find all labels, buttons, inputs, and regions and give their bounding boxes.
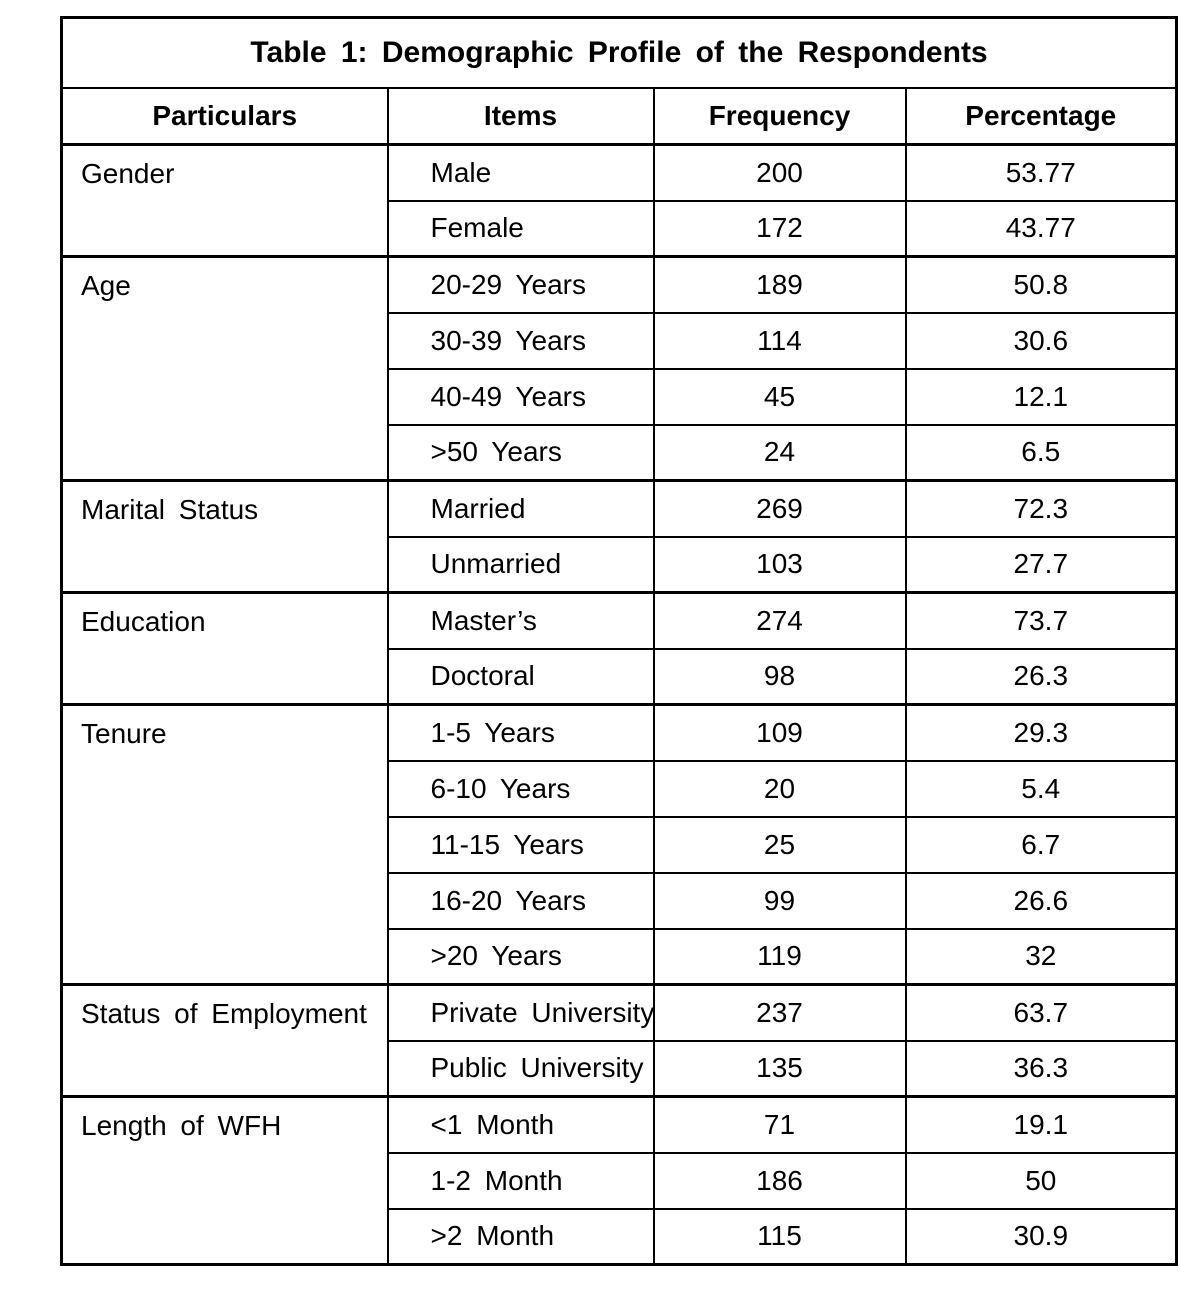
item-cell: 16-20 Years [386, 871, 654, 929]
table-row: 1-2 Month 186 50 [62, 1151, 1177, 1209]
demographic-table: Table 1: Demographic Profile of the Resp… [60, 16, 1179, 1266]
item-cell: >2 Month [386, 1207, 654, 1265]
frequency-cell: 25 [652, 815, 906, 873]
particular-cell: Education [61, 591, 388, 705]
frequency-cell: 119 [652, 927, 906, 985]
particular-cell: Age [61, 255, 388, 481]
frequency-cell: 103 [652, 535, 906, 593]
table-row: 40-49 Years 45 12.1 [62, 367, 1177, 425]
table-row: 11-15 Years 25 6.7 [62, 815, 1177, 873]
column-header-frequency: Frequency [652, 88, 906, 146]
particular-cell: Tenure [61, 703, 388, 985]
column-header-particulars: Particulars [61, 88, 388, 146]
table-row: Unmarried 103 27.7 [62, 535, 1177, 593]
table-body: Gender Male 200 53.77 Female 172 43.77 Age 20-29… [61, 144, 1177, 1265]
item-cell: 30-39 Years [386, 311, 654, 369]
percentage-cell: 50.8 [904, 255, 1177, 313]
item-cell: 1-2 Month [386, 1151, 654, 1209]
percentage-cell: 53.77 [904, 144, 1177, 201]
item-cell: Female [386, 199, 654, 257]
particular-cell: Length of WFH [61, 1095, 388, 1265]
frequency-cell: 200 [652, 144, 906, 201]
table-row: Age 20-29 Years 189 50.8 [61, 255, 1177, 481]
item-cell: >50 Years [386, 423, 654, 481]
title-row: Table 1: Demographic Profile of the Resp… [61, 17, 1177, 89]
percentage-cell: 30.6 [904, 311, 1177, 369]
item-cell: 6-10 Years [386, 759, 654, 817]
frequency-cell: 98 [652, 647, 906, 705]
item-cell: Unmarried [386, 535, 654, 593]
table-title: Table 1: Demographic Profile of the Resp… [61, 17, 1177, 89]
frequency-cell: 109 [652, 703, 906, 761]
item-cell: >20 Years [386, 927, 654, 985]
frequency-cell: 135 [652, 1039, 906, 1097]
table-row: >50 Years 24 6.5 [62, 423, 1177, 481]
frequency-cell: 20 [652, 759, 906, 817]
frequency-cell: 114 [652, 311, 906, 369]
frequency-cell: 71 [652, 1095, 906, 1153]
percentage-cell: 6.7 [904, 815, 1177, 873]
table-row: 16-20 Years 99 26.6 [62, 871, 1177, 929]
percentage-cell: 50 [904, 1151, 1177, 1209]
frequency-cell: 115 [652, 1207, 906, 1265]
table-row: Gender Male 200 53.77 [62, 144, 1177, 201]
frequency-cell: 45 [652, 367, 906, 425]
item-cell: 1-5 Years [386, 703, 654, 761]
percentage-cell: 12.1 [904, 367, 1177, 425]
percentage-cell: 26.3 [904, 647, 1177, 705]
particular-cell: Marital Status [61, 479, 388, 593]
percentage-cell: 5.4 [904, 759, 1177, 817]
frequency-cell: 269 [652, 479, 906, 537]
item-cell: Private University [386, 983, 654, 1041]
table-row: Marital Status Married 269 72.3 [61, 479, 1177, 593]
percentage-cell: 27.7 [904, 535, 1177, 593]
item-cell: Married [386, 479, 654, 537]
item-cell: Doctoral [386, 647, 654, 705]
percentage-cell: 32 [904, 927, 1177, 985]
item-cell: <1 Month [386, 1095, 654, 1153]
table-row: Length of WFH <1 Month 71 19.1 [61, 1095, 1177, 1265]
frequency-cell: 172 [652, 199, 906, 257]
percentage-cell: 19.1 [904, 1095, 1177, 1153]
frequency-cell: 24 [652, 423, 906, 481]
table-row: Female 172 43.77 [62, 199, 1177, 257]
table-row: Public University 135 36.3 [62, 1039, 1177, 1097]
percentage-cell: 36.3 [904, 1039, 1177, 1097]
percentage-cell: 30.9 [904, 1207, 1177, 1265]
item-cell: Male [386, 144, 654, 201]
frequency-cell: 189 [652, 255, 906, 313]
frequency-cell: 186 [652, 1151, 906, 1209]
table-row: Status of Employment Private University 23… [61, 983, 1177, 1097]
column-header-percentage: Percentage [904, 88, 1177, 146]
table-row: Education Master’s 274 73.7 [61, 591, 1177, 705]
table-row: Doctoral 98 26.3 [62, 647, 1177, 705]
column-header-items: Items [386, 88, 654, 146]
percentage-cell: 43.77 [904, 199, 1177, 257]
item-cell: Public University [386, 1039, 654, 1097]
percentage-cell: 29.3 [904, 703, 1177, 761]
table-row: >20 Years 119 32 [62, 927, 1177, 985]
table-row: 30-39 Years 114 30.6 [62, 311, 1177, 369]
frequency-cell: 237 [652, 983, 906, 1041]
frequency-cell: 274 [652, 591, 906, 649]
percentage-cell: 26.6 [904, 871, 1177, 929]
table-row: >2 Month 115 30.9 [62, 1207, 1177, 1265]
percentage-cell: 73.7 [904, 591, 1177, 649]
percentage-cell: 72.3 [904, 479, 1177, 537]
item-cell: 20-29 Years [386, 255, 654, 313]
item-cell: Master’s [386, 591, 654, 649]
particular-cell: Gender [81, 158, 175, 189]
particular-cell: Status of Employment [61, 983, 388, 1097]
table-row: Tenure 1-5 Years 109 29.3 [61, 703, 1177, 985]
percentage-cell: 6.5 [904, 423, 1177, 481]
percentage-cell: 63.7 [904, 983, 1177, 1041]
table-row: 6-10 Years 20 5.4 [62, 759, 1177, 817]
frequency-cell: 99 [652, 871, 906, 929]
header-row: Particulars Items Frequency Percentage [61, 88, 1177, 146]
item-cell: 11-15 Years [386, 815, 654, 873]
item-cell: 40-49 Years [386, 367, 654, 425]
